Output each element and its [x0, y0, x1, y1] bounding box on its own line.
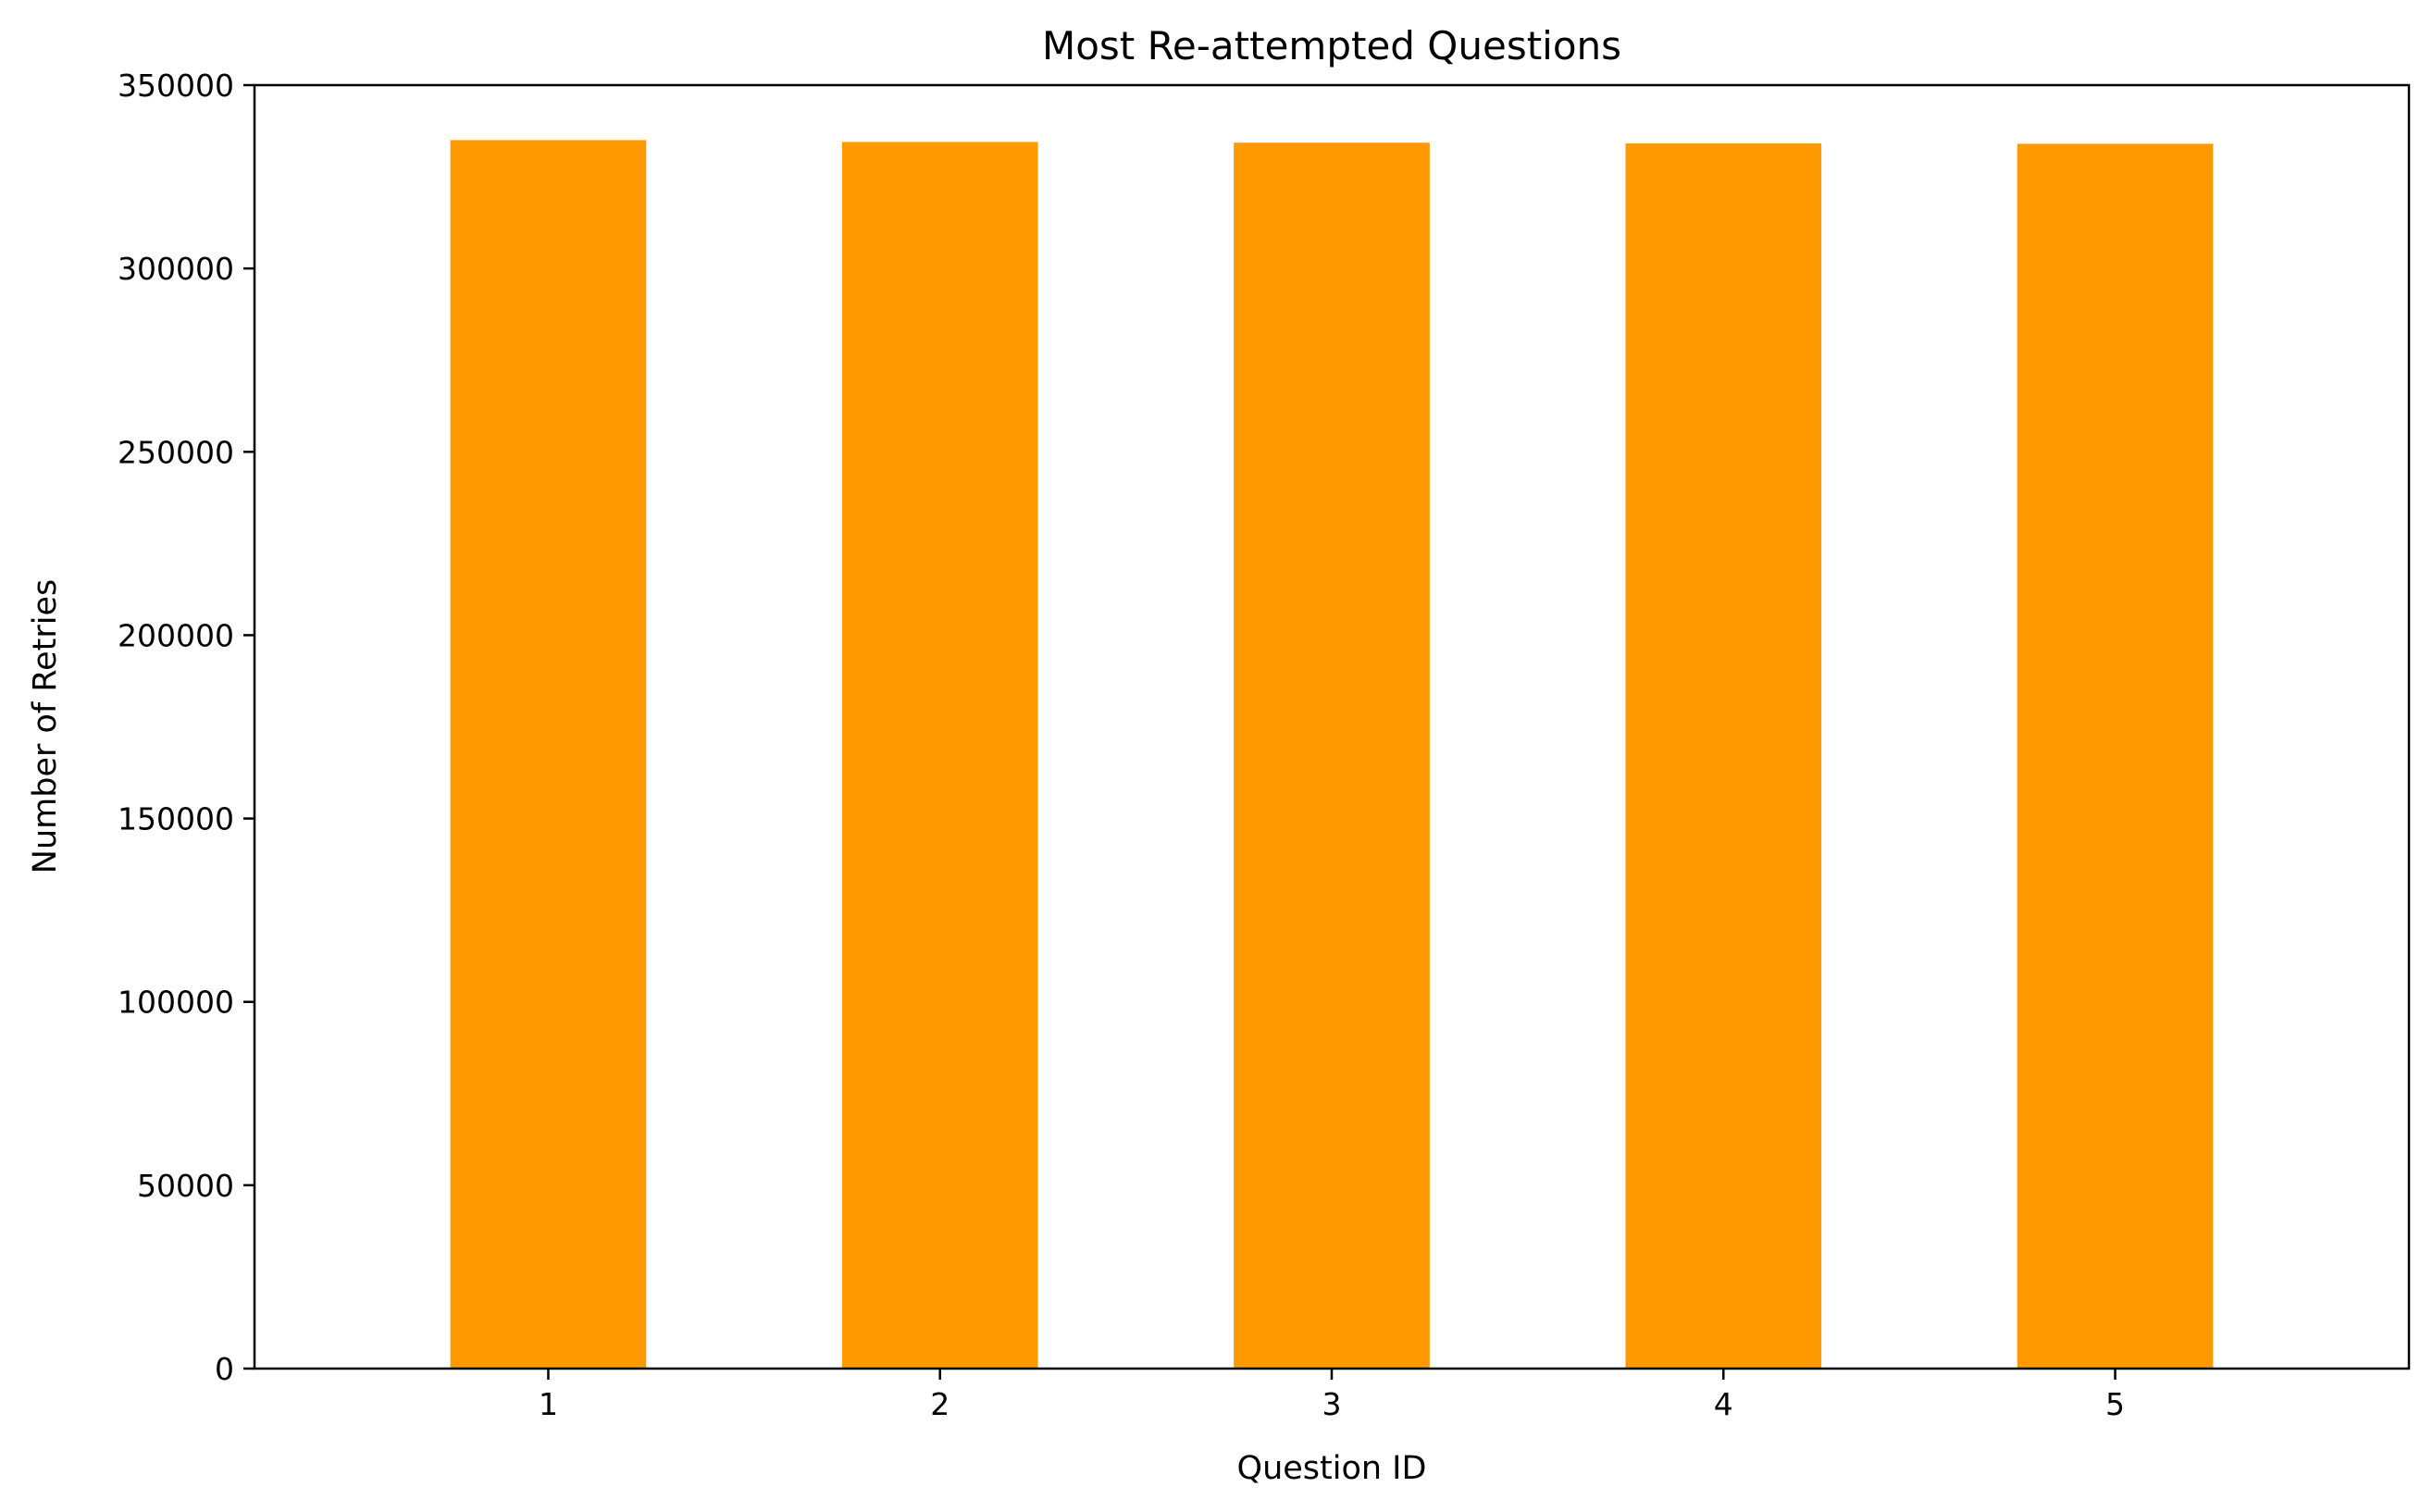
- x-tick-label: 2: [930, 1386, 950, 1422]
- x-axis-label: Question ID: [1237, 1450, 1427, 1487]
- y-tick-label: 200000: [118, 617, 234, 653]
- y-tick-label: 0: [215, 1351, 234, 1387]
- x-tick-label: 3: [1322, 1386, 1342, 1422]
- y-tick-label: 350000: [118, 68, 234, 104]
- y-tick-label: 100000: [118, 985, 234, 1021]
- bar-question-5: [2017, 143, 2214, 1369]
- bar-question-3: [1234, 143, 1430, 1369]
- x-tick-label: 5: [2105, 1386, 2125, 1422]
- plot-frame: [253, 83, 2411, 1370]
- chart-title: Most Re-attempted Questions: [1042, 23, 1621, 68]
- bar-question-4: [1625, 143, 1822, 1369]
- bar-question-1: [450, 140, 647, 1369]
- y-tick-label: 50000: [137, 1168, 234, 1204]
- y-axis-label: Number of Retries: [27, 579, 64, 874]
- x-tick-label: 4: [1714, 1386, 1733, 1422]
- y-tick-label: 250000: [118, 434, 234, 470]
- x-tick-label: 1: [539, 1386, 558, 1422]
- y-tick-label: 150000: [118, 801, 234, 837]
- x-axis: 1 2 3 4 5: [539, 1369, 2125, 1422]
- y-tick-label: 300000: [118, 251, 234, 287]
- bars-layer: [450, 140, 2214, 1369]
- bar-question-2: [841, 142, 1038, 1369]
- y-axis: 0 50000 100000 150000 200000 250000 300000 3500…: [118, 68, 254, 1387]
